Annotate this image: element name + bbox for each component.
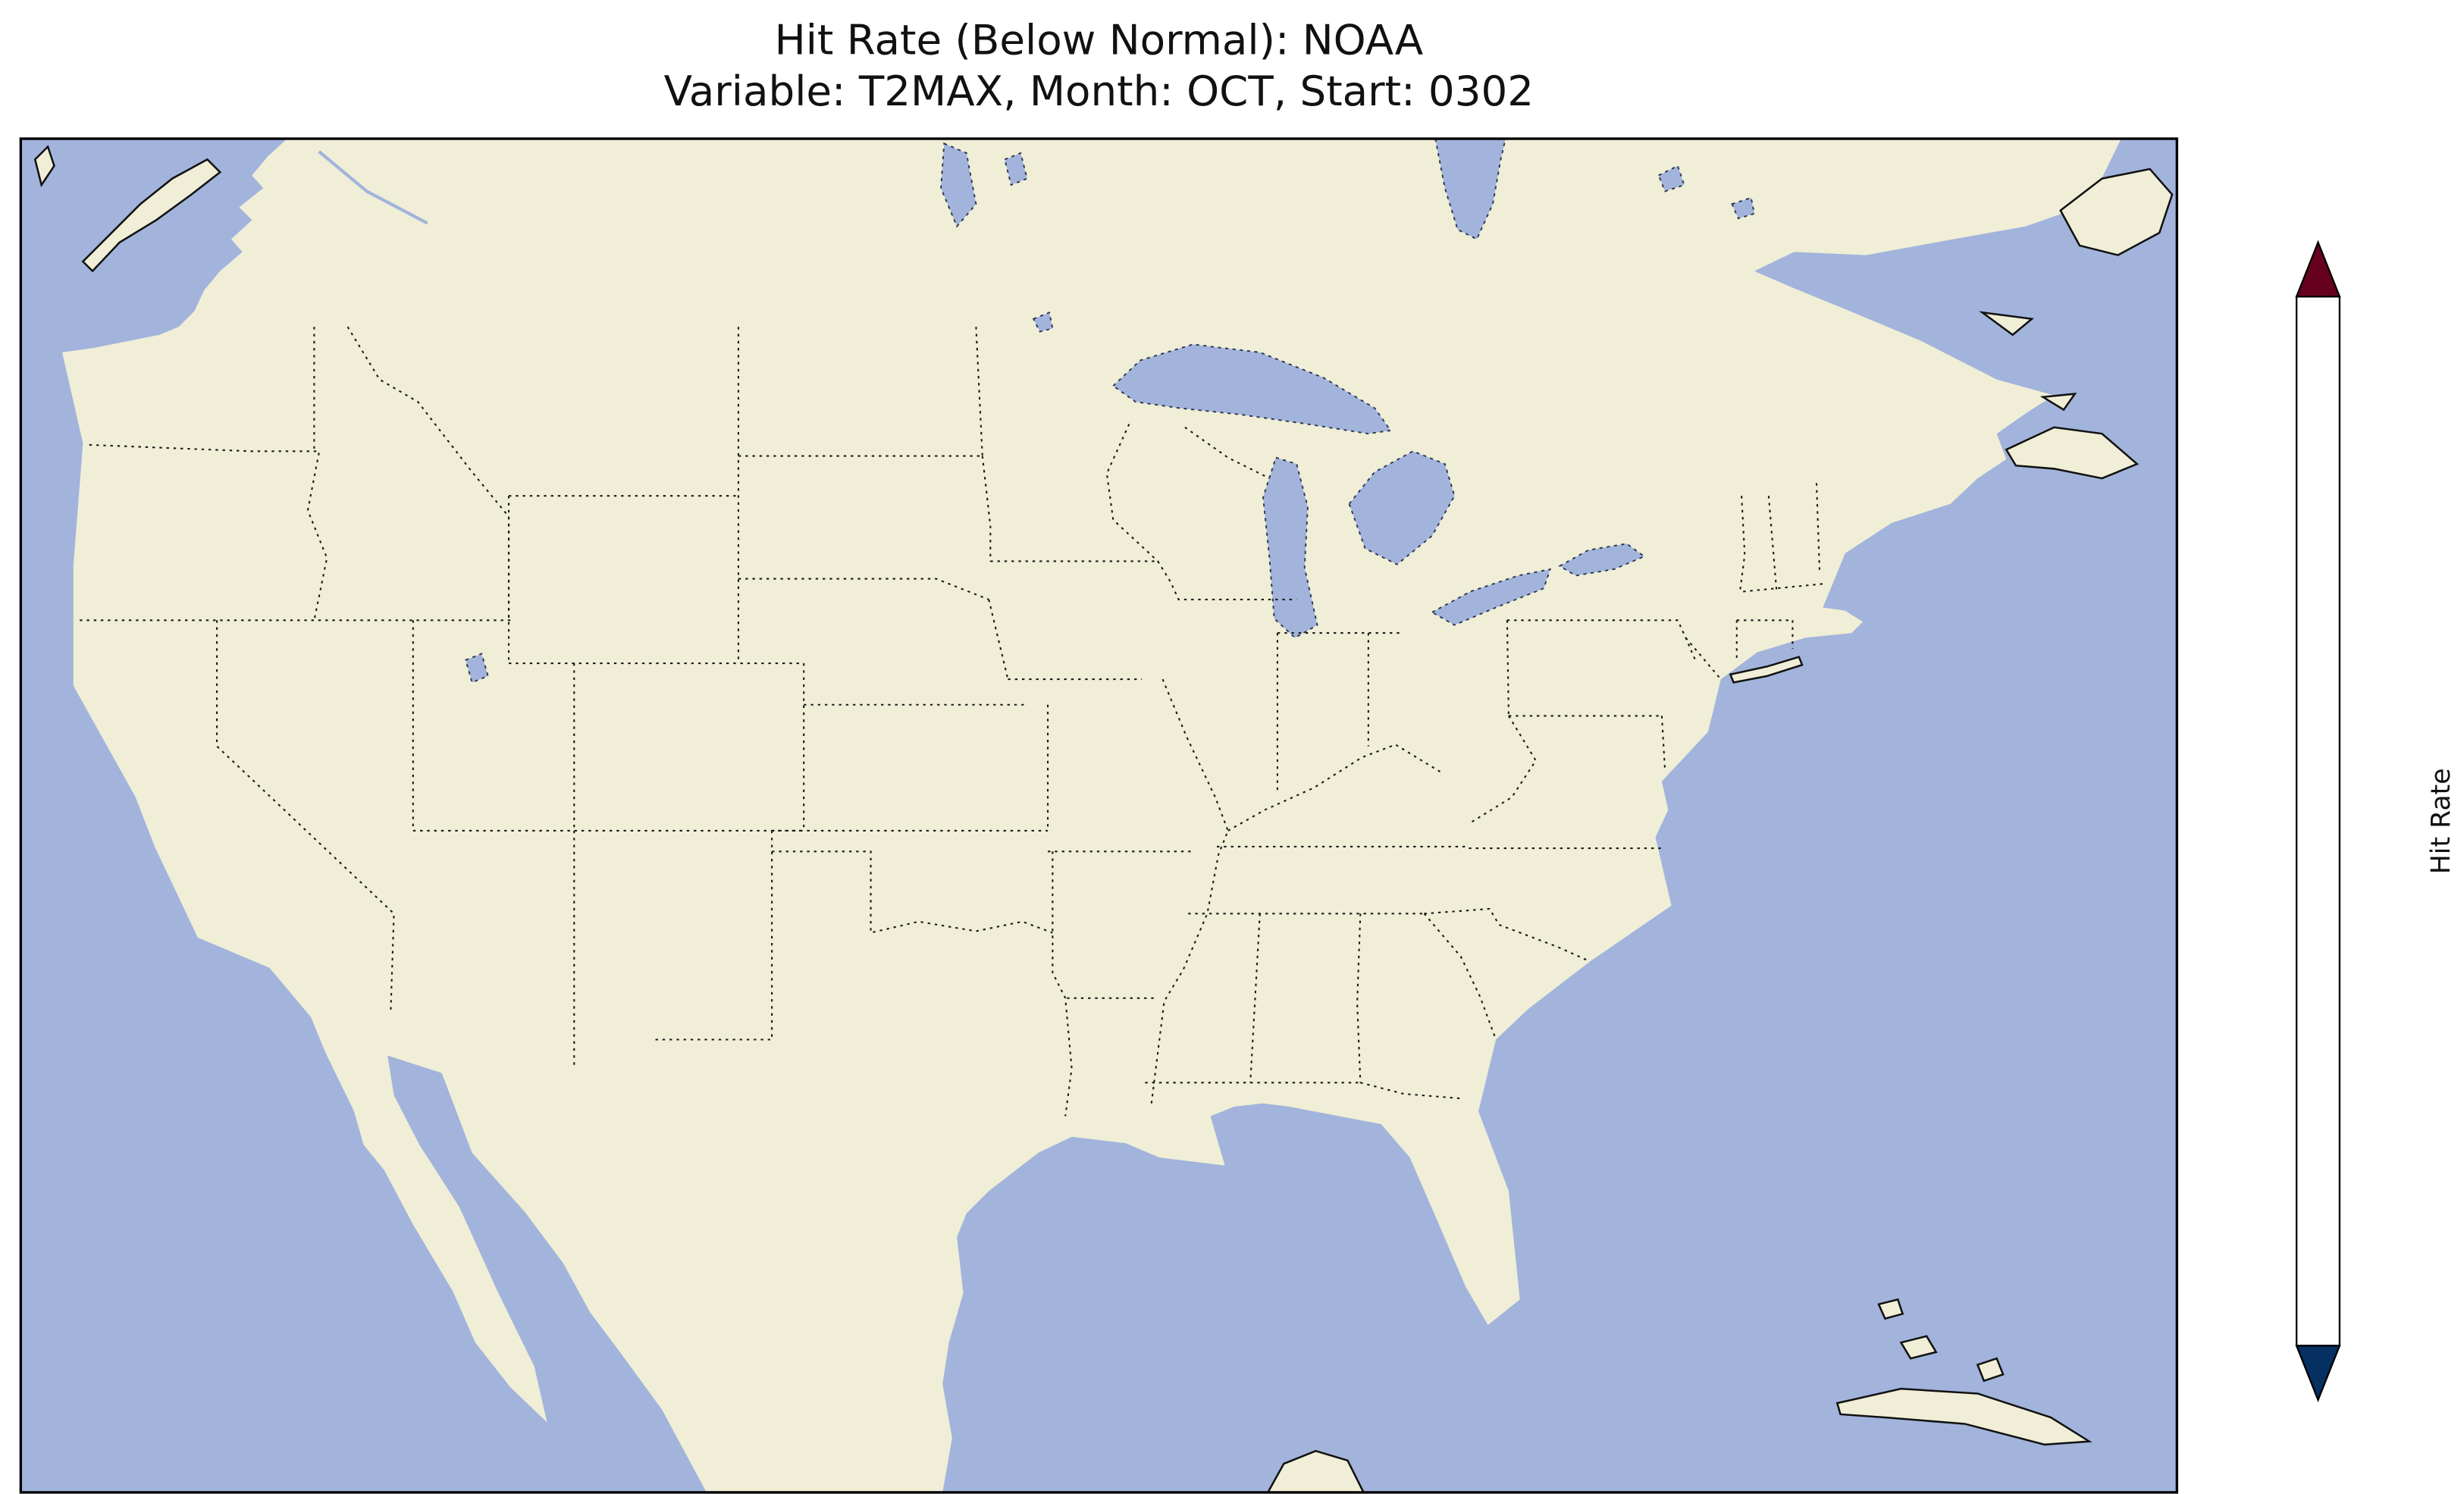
north-america-land [62, 139, 2121, 1492]
island [1979, 311, 2034, 337]
lake [1431, 568, 1552, 626]
state-borders [80, 326, 1826, 1117]
colorbar-gradient [2295, 296, 2341, 1347]
state-border-line [738, 578, 989, 600]
colorbar-label: Hit Rate [2426, 768, 2456, 874]
map-frame [19, 137, 2179, 1494]
state-border-line [1424, 907, 1591, 963]
island [1835, 1387, 2093, 1446]
lake [1004, 152, 1028, 186]
island [33, 145, 55, 188]
state-border-line [1506, 619, 1697, 661]
colorbar-extend-bottom [2295, 1345, 2341, 1403]
state-border-line [1105, 424, 1158, 562]
lake [1731, 196, 1756, 220]
state-border-line [1815, 483, 1821, 575]
state-border-line [772, 850, 1053, 934]
lake [1434, 138, 1506, 240]
state-border-line [1360, 1082, 1463, 1100]
lake [465, 653, 489, 684]
river [318, 150, 428, 225]
map-panel [19, 137, 2179, 1494]
lake [1032, 311, 1054, 333]
state-border-line [1227, 744, 1441, 832]
island [2005, 426, 2140, 480]
state-border-line [975, 327, 983, 456]
state-border-line [1356, 913, 1362, 1083]
state-border-line [1423, 913, 1497, 1040]
lake [1111, 343, 1392, 435]
lake [940, 142, 977, 228]
page-title: Hit Rate (Below Normal): NOAA [775, 16, 1424, 64]
lake [1657, 164, 1685, 193]
lakes-layer [318, 138, 1756, 684]
island [2039, 393, 2077, 412]
island [1899, 1335, 1938, 1360]
island [1976, 1357, 2005, 1383]
state-border-line [1685, 637, 1722, 680]
land-layer [33, 139, 2174, 1494]
state-border-line [1249, 913, 1261, 1083]
lake [1262, 456, 1318, 639]
island [2059, 168, 2174, 256]
state-border-line [306, 453, 328, 621]
state-border-line [216, 620, 395, 1011]
state-border-line [1052, 851, 1073, 1117]
lake [1558, 543, 1646, 577]
state-border-line [1767, 496, 1778, 592]
state-border-line [1469, 715, 1537, 824]
state-border-line [981, 456, 992, 562]
state-border-line [346, 326, 509, 518]
colorbar: Hit Rate [2295, 240, 2456, 1403]
island [1729, 656, 1804, 684]
state-border-line [1506, 620, 1510, 716]
island [81, 158, 222, 273]
island [1877, 1298, 1904, 1320]
state-border-line [1660, 716, 1666, 771]
page-subtitle: Variable: T2MAX, Month: OCT, Start: 0302 [664, 67, 1534, 115]
lake [1348, 450, 1456, 565]
colorbar-extend-top [2295, 240, 2341, 298]
